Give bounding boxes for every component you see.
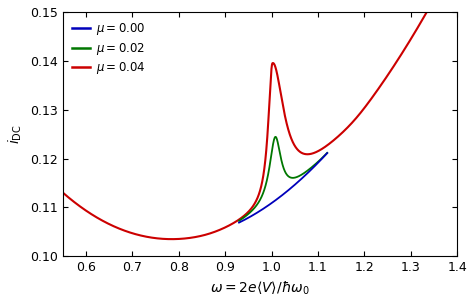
X-axis label: $\omega = 2e\langle V\rangle/\hbar\omega_0$: $\omega = 2e\langle V\rangle/\hbar\omega… bbox=[210, 280, 310, 297]
Legend: $\mu = 0.00$, $\mu = 0.02$, $\mu = 0.04$: $\mu = 0.00$, $\mu = 0.02$, $\mu = 0.04$ bbox=[69, 18, 149, 80]
Y-axis label: $i_{\mathrm{DC}}$: $i_{\mathrm{DC}}$ bbox=[7, 124, 24, 144]
